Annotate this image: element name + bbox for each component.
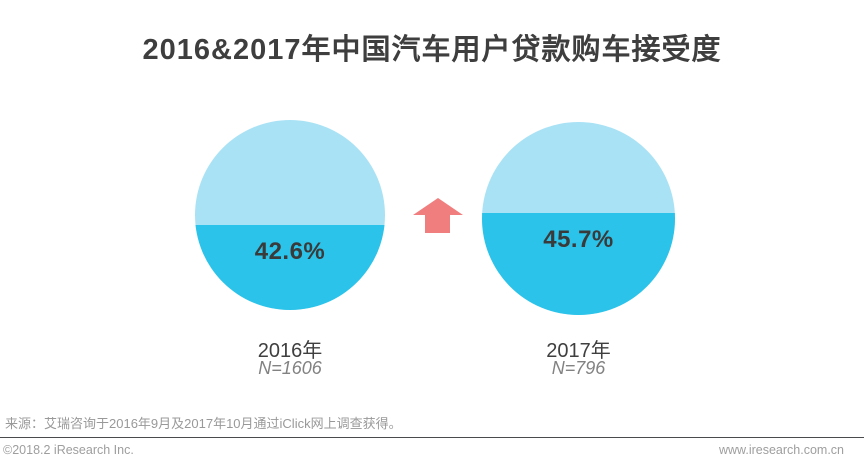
website-link[interactable]: www.iresearch.com.cn (718, 443, 844, 457)
copyright-text: ©2018.2 iResearch Inc. (3, 443, 134, 457)
liquid-circle-2017: 45.7% (482, 122, 675, 315)
page-title: 2016&2017年中国汽车用户贷款购车接受度 (142, 34, 722, 66)
footer-divider (0, 437, 864, 438)
value-label-2017: 45.7% (543, 225, 614, 253)
up-arrow-icon (412, 198, 463, 233)
sample-size-label-2017: N=796 (551, 358, 606, 378)
source-note: 来源：艾瑞咨询于2016年9月及2017年10月通过iClick网上调查获得。 (5, 416, 402, 431)
water-fill-2017: 45.7% (482, 212, 675, 315)
sample-size-label-2016: N=1606 (258, 358, 322, 378)
value-label-2016: 42.6% (254, 237, 326, 265)
water-fill-2016: 42.6% (195, 224, 385, 310)
liquid-circle-2016: 42.6% (195, 120, 385, 310)
year-label-2017: 2017年 (546, 340, 611, 362)
year-label-2016: 2016年 (257, 340, 323, 362)
